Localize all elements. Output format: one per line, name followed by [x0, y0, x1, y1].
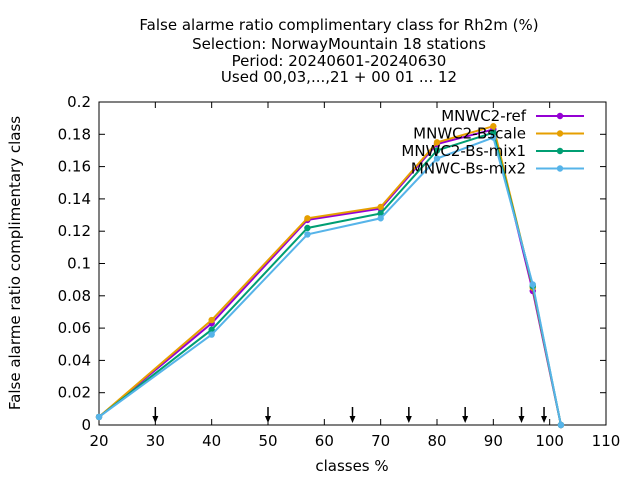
data-point: [490, 134, 497, 141]
series-mnwc-bs-mix2: [95, 134, 565, 429]
x-tick-label: 20: [89, 432, 108, 450]
legend: MNWC2-refMNWC2-BscaleMNWC2-Bs-mix1MNWC-B…: [401, 107, 584, 178]
y-tick-label: 0.18: [58, 125, 91, 143]
class-boundary-arrow: [541, 407, 548, 423]
y-tick-label: 0.12: [58, 222, 91, 240]
data-point: [433, 139, 441, 146]
title-line-1: False alarme ratio complimentary class f…: [139, 16, 538, 34]
class-boundary-arrow: [405, 407, 412, 423]
y-tick-label: 0.02: [58, 384, 91, 402]
class-boundary-arrow: [349, 407, 356, 423]
class-boundary-arrow: [462, 407, 469, 423]
x-tick-label: 50: [258, 432, 277, 450]
data-point: [304, 215, 311, 222]
class-boundary-arrow: [265, 407, 271, 423]
legend-marker: [556, 165, 564, 172]
legend-entry: MNWC2-ref: [441, 107, 584, 125]
class-boundary-arrow: [152, 407, 159, 423]
y-axis: 0 0.02 0.04 0.06 0.08 0.1 0.12 0.14 0.16 0.18 0.2: [58, 93, 606, 434]
class-boundary-arrow: [518, 407, 525, 423]
data-point: [433, 147, 441, 154]
legend-label: MNWC2-Bs-mix1: [401, 142, 526, 160]
x-tick-label: 90: [484, 432, 503, 450]
x-tick-label: 80: [427, 432, 446, 450]
y-tick-label: 0.08: [58, 287, 91, 305]
y-tick-label: 0: [81, 416, 91, 434]
x-axis: 20 30 40 50 60 70 80 90 100 110: [89, 102, 620, 450]
series-line: [98, 136, 562, 426]
data-point: [208, 331, 215, 338]
data-point: [208, 326, 215, 333]
chart-title: False alarme ratio complimentary class f…: [139, 16, 538, 86]
y-tick-label: 0.06: [58, 319, 91, 337]
class-markers: [152, 407, 548, 423]
legend-label: MNWC-Bs-mix2: [411, 160, 526, 178]
x-tick-label: 40: [202, 432, 221, 450]
data-point: [529, 281, 536, 288]
title-line-3: Period: 20240601-20240630: [232, 52, 447, 70]
data-point: [208, 316, 215, 324]
legend-entry: MNWC-Bs-mix2: [411, 160, 584, 178]
legend-marker: [556, 130, 564, 137]
data-point: [304, 224, 311, 232]
legend-entry: MNWC2-Bscale: [413, 125, 584, 143]
data-point: [377, 203, 384, 211]
data-point: [95, 413, 103, 421]
x-tick-label: 30: [146, 432, 165, 450]
y-tick-label: 0.1: [67, 255, 91, 273]
data-point: [433, 155, 441, 162]
y-tick-label: 0.2: [67, 93, 91, 111]
legend-entry: MNWC2-Bs-mix1: [401, 142, 584, 160]
x-tick-label: 100: [535, 432, 564, 450]
title-line-4: Used 00,03,...,21 + 00 01 ... 12: [221, 68, 457, 86]
series-layer: [95, 123, 565, 429]
legend-marker: [556, 147, 564, 155]
y-tick-label: 0.14: [58, 190, 91, 208]
data-point: [377, 210, 384, 217]
title-line-2: Selection: NorwayMountain 18 stations: [192, 35, 486, 53]
x-tick-label: 110: [592, 432, 621, 450]
x-tick-label: 60: [315, 432, 334, 450]
y-tick-label: 0.16: [58, 158, 91, 176]
legend-label: MNWC2-Bscale: [413, 125, 526, 143]
y-tick-label: 0.04: [58, 351, 91, 369]
data-point: [377, 215, 384, 222]
y-axis-label: False alarme ratio complimentary class: [6, 116, 24, 410]
legend-marker: [556, 112, 564, 120]
data-point: [557, 421, 565, 429]
x-axis-label: classes %: [315, 457, 388, 475]
plot-frame: [98, 101, 607, 426]
legend-label: MNWC2-ref: [441, 107, 526, 125]
data-point: [490, 129, 497, 136]
x-tick-label: 70: [371, 432, 390, 450]
data-point: [304, 231, 311, 238]
data-point: [490, 123, 497, 130]
